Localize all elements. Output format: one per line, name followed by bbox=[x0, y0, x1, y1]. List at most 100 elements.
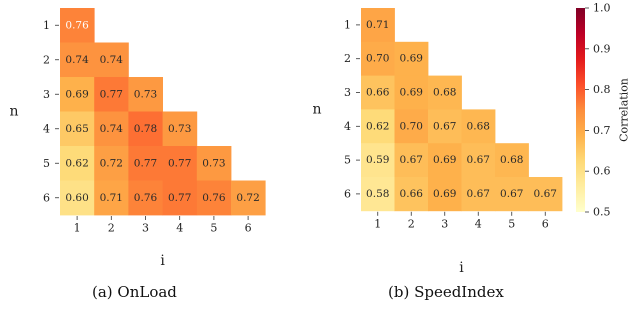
x-tick-label: 3 bbox=[441, 217, 448, 230]
cell-value-label: 0.77 bbox=[100, 88, 123, 100]
x-tick-label: 5 bbox=[508, 217, 515, 230]
x-tick-label: 3 bbox=[142, 222, 149, 235]
heatmap-cell bbox=[162, 180, 198, 216]
cell-value-label: 0.69 bbox=[400, 87, 423, 99]
cell-value-label: 0.71 bbox=[100, 192, 123, 204]
cell-value-label: 0.66 bbox=[400, 188, 424, 200]
heatmap-cell bbox=[428, 75, 462, 110]
colorbar-gradient bbox=[576, 8, 585, 212]
cell-value-label: 0.73 bbox=[168, 123, 191, 135]
cell-value-label: 0.67 bbox=[433, 120, 456, 132]
heatmap-cell bbox=[461, 109, 496, 144]
cell-value-label: 0.68 bbox=[500, 154, 523, 166]
heatmap-cell bbox=[128, 180, 163, 216]
cell-value-label: 0.70 bbox=[400, 120, 423, 132]
y-tick-label: 1 bbox=[43, 19, 50, 32]
y-tick-label: 6 bbox=[43, 191, 50, 204]
cell-value-label: 0.69 bbox=[65, 88, 88, 100]
heatmap-cell bbox=[428, 109, 462, 144]
y-tick-label: 5 bbox=[43, 157, 50, 170]
cell-value-label: 0.65 bbox=[65, 123, 88, 135]
y-axis-label: n bbox=[9, 104, 18, 120]
y-tick-label: 6 bbox=[344, 187, 351, 200]
heatmap-cell bbox=[162, 146, 198, 181]
x-tick-label: 6 bbox=[542, 217, 549, 230]
y-tick-label: 5 bbox=[344, 154, 351, 167]
heatmap-cell bbox=[128, 111, 163, 147]
heatmap-cell bbox=[94, 111, 129, 147]
x-tick-label: 4 bbox=[475, 217, 482, 230]
heatmap-cell bbox=[94, 77, 129, 112]
heatmap-cell bbox=[495, 143, 529, 178]
heatmap-cell bbox=[60, 77, 95, 112]
cell-value-label: 0.67 bbox=[400, 154, 423, 166]
heatmap-cell bbox=[461, 143, 496, 178]
heatmap-cell bbox=[528, 177, 563, 212]
x-tick-label: 6 bbox=[245, 222, 252, 235]
x-tick-label: 1 bbox=[74, 222, 81, 235]
cell-value-label: 0.69 bbox=[433, 154, 456, 166]
colorbar-tick-label: 0.7 bbox=[593, 124, 611, 137]
cell-value-label: 0.66 bbox=[366, 87, 390, 99]
cell-value-label: 0.72 bbox=[236, 192, 259, 204]
cell-value-label: 0.78 bbox=[134, 123, 157, 135]
cell-value-label: 0.60 bbox=[65, 192, 88, 204]
y-tick-label: 4 bbox=[43, 122, 50, 135]
heatmap-cell bbox=[94, 42, 129, 78]
heatmap-cell bbox=[196, 146, 232, 181]
cell-value-label: 0.77 bbox=[168, 157, 191, 169]
cell-value-label: 0.69 bbox=[433, 188, 456, 200]
heatmap-cell bbox=[94, 180, 129, 216]
heatmap-cell bbox=[128, 77, 163, 112]
x-tick-label: 4 bbox=[176, 222, 183, 235]
heatmap-cell bbox=[60, 8, 95, 43]
cell-value-label: 0.62 bbox=[65, 157, 88, 169]
heatmap-speedindex: 0.71 0.70 0.69 0.66 0.69 0.68 0.62 0.70 0.67 0.68… bbox=[312, 8, 563, 276]
cell-value-label: 0.67 bbox=[467, 188, 490, 200]
heatmap-cell bbox=[461, 177, 496, 212]
cell-value-label: 0.68 bbox=[433, 87, 456, 99]
colorbar-tick-label: 0.5 bbox=[593, 206, 611, 219]
caption-speedindex: (b) SpeedIndex bbox=[388, 283, 504, 301]
heatmap-cell bbox=[394, 177, 429, 212]
y-axis-label: n bbox=[312, 101, 321, 117]
heatmap-cell bbox=[60, 180, 95, 216]
cell-value-label: 0.76 bbox=[202, 192, 226, 204]
cell-value-label: 0.76 bbox=[65, 19, 89, 31]
heatmap-cell bbox=[394, 143, 429, 178]
cell-value-label: 0.77 bbox=[168, 192, 191, 204]
y-tick-label: 3 bbox=[344, 86, 351, 99]
cell-value-label: 0.72 bbox=[100, 157, 123, 169]
y-tick-label: 1 bbox=[344, 18, 351, 31]
heatmap-onload: 0.76 0.74 0.74 0.69 0.77 0.73 0.65 0.74 0.78 0.73… bbox=[9, 8, 266, 269]
heatmap-cell bbox=[428, 143, 462, 178]
cell-value-label: 0.67 bbox=[500, 188, 523, 200]
heatmap-cell bbox=[60, 111, 95, 147]
cell-value-label: 0.74 bbox=[100, 123, 124, 135]
heatmap-cell bbox=[394, 41, 429, 76]
cell-value-label: 0.69 bbox=[400, 53, 423, 65]
cell-value-label: 0.58 bbox=[366, 188, 389, 200]
heatmap-cell bbox=[361, 177, 395, 212]
colorbar-tick-label: 1.0 bbox=[593, 2, 611, 15]
heatmap-cell bbox=[495, 177, 529, 212]
heatmap-cell bbox=[162, 111, 198, 147]
heatmap-cell bbox=[361, 143, 395, 178]
y-tick-label: 3 bbox=[43, 88, 50, 101]
cell-value-label: 0.74 bbox=[100, 54, 124, 66]
heatmap-cell bbox=[60, 146, 95, 181]
heatmap-cell bbox=[394, 109, 429, 144]
colorbar: 0.5 0.6 0.7 0.8 0.9 1.0 Correlation bbox=[576, 2, 631, 219]
x-tick-label: 5 bbox=[210, 222, 217, 235]
cell-value-label: 0.62 bbox=[366, 120, 389, 132]
y-tick-label: 2 bbox=[43, 53, 50, 66]
y-tick-label: 2 bbox=[344, 52, 351, 65]
cell-value-label: 0.67 bbox=[467, 154, 490, 166]
heatmap-cell bbox=[361, 41, 395, 76]
caption-onload: (a) OnLoad bbox=[92, 283, 177, 301]
heatmap-cell bbox=[231, 180, 266, 216]
cell-value-label: 0.59 bbox=[366, 154, 389, 166]
colorbar-tick-label: 0.8 bbox=[593, 83, 611, 96]
cell-value-label: 0.71 bbox=[366, 19, 389, 31]
